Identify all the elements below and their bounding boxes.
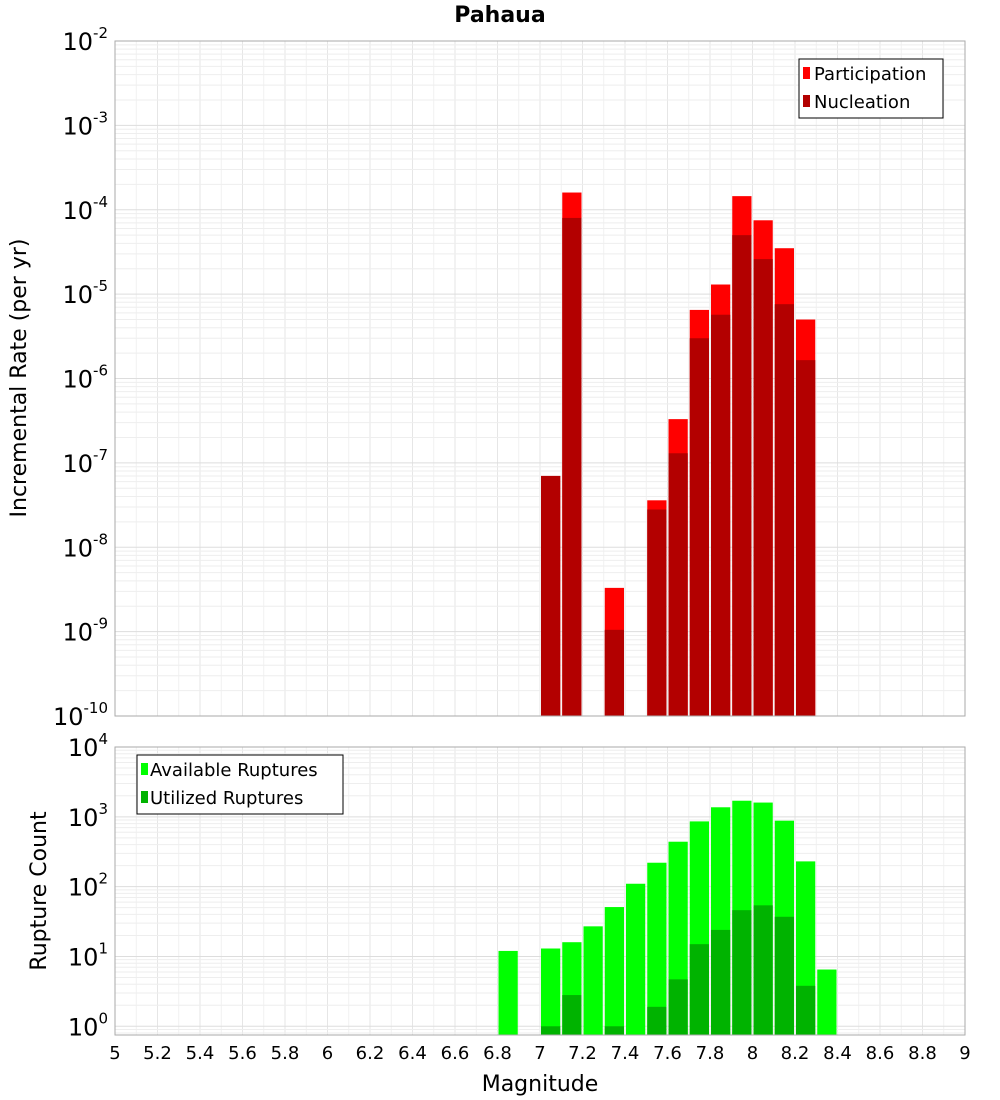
bottom-y-ticks: 100 101 102 103 104 (68, 730, 108, 1041)
x-ticks: 5 5.2 5.4 5.6 5.8 6 6.2 6.4 6.6 6.8 7 7.2 7.4 7.6 7.8 8… (109, 1043, 970, 1064)
bar (668, 453, 688, 716)
legend-label-nucleation: Nucleation (814, 92, 910, 113)
y-tick-label: 10-7 (62, 446, 108, 478)
x-axis-label: Magnitude (482, 1072, 599, 1097)
y-tick-label: 10-2 (62, 24, 108, 56)
x-tick-label: 6 (322, 1043, 333, 1064)
y-tick-label: 101 (68, 939, 108, 971)
y-tick-label: 10-4 (62, 193, 108, 225)
x-tick-label: 6.6 (441, 1043, 470, 1064)
bar (796, 360, 816, 716)
bar (817, 969, 837, 1035)
x-tick-label: 8.4 (823, 1043, 852, 1064)
bottom-legend-box (136, 754, 344, 815)
x-tick-label: 7.8 (696, 1043, 725, 1064)
legend-swatch-participation (803, 67, 810, 79)
y-tick-label: 103 (68, 800, 108, 832)
bottom-panel: 100 101 102 103 104 5 5.2 5.4 5.6 5.8 6 6.2 6.4 6.6 6… (27, 730, 971, 1097)
bar (604, 629, 624, 716)
legend-swatch-nucleation (803, 95, 810, 107)
x-tick-label: 7 (534, 1043, 545, 1064)
x-tick-label: 5 (109, 1043, 120, 1064)
y-tick-label: 10-9 (62, 615, 108, 647)
bar (647, 509, 667, 716)
y-tick-label: 10-3 (62, 108, 108, 140)
x-tick-label: 5.4 (186, 1043, 215, 1064)
x-tick-label: 8.6 (866, 1043, 895, 1064)
bar (668, 979, 688, 1035)
y-tick-label: 104 (68, 730, 108, 762)
bar (711, 314, 731, 716)
bar (604, 1026, 624, 1035)
bottom-legend: Available Ruptures Utilized Ruptures (136, 754, 344, 815)
bar (732, 235, 752, 716)
x-tick-label: 7.2 (568, 1043, 597, 1064)
bar (732, 910, 752, 1035)
chart-title: Pahaua (454, 3, 545, 28)
bar (753, 259, 773, 716)
x-tick-label: 7.6 (653, 1043, 682, 1064)
x-tick-label: 7.4 (611, 1043, 640, 1064)
y-tick-label: 10-6 (62, 362, 108, 394)
x-tick-label: 6.8 (483, 1043, 512, 1064)
x-tick-label: 9 (959, 1043, 970, 1064)
bar (541, 948, 561, 1035)
x-tick-label: 5.6 (228, 1043, 257, 1064)
bar (562, 995, 582, 1035)
bar (626, 883, 646, 1035)
bar (753, 905, 773, 1035)
bottom-grid (115, 746, 965, 1035)
legend-swatch-available (141, 763, 148, 775)
x-tick-label: 8 (747, 1043, 758, 1064)
y-tick-label: 10-10 (53, 699, 108, 731)
bar (689, 338, 709, 716)
bar (498, 950, 518, 1035)
x-tick-label: 6.4 (398, 1043, 427, 1064)
legend-swatch-utilized (141, 791, 148, 803)
bar (583, 926, 603, 1035)
y-tick-label: 10-5 (62, 277, 108, 309)
y-tick-label: 102 (68, 870, 108, 902)
y-tick-label: 100 (68, 1009, 108, 1041)
bar (562, 217, 582, 716)
top-panel: 10-10 10-9 10-8 10-7 10-6 10-5 10-4 10-3 10-2 In… (7, 24, 966, 731)
bar (647, 1006, 667, 1035)
x-tick-label: 8.2 (781, 1043, 810, 1064)
top-y-ticks: 10-10 10-9 10-8 10-7 10-6 10-5 10-4 10-3 10-2 (53, 24, 108, 731)
bottom-bars (498, 800, 837, 1035)
x-tick-label: 5.2 (143, 1043, 172, 1064)
y-tick-label: 10-8 (62, 530, 108, 562)
bottom-plot-frame (114, 746, 966, 1036)
bar (796, 985, 816, 1035)
x-tick-label: 5.8 (271, 1043, 300, 1064)
bar (541, 475, 561, 716)
x-tick-label: 6.2 (356, 1043, 385, 1064)
top-grid (115, 40, 965, 717)
bar (541, 1026, 561, 1035)
top-bars (541, 192, 816, 717)
bar (647, 862, 667, 1035)
legend-label-participation: Participation (814, 64, 926, 85)
bar (604, 907, 624, 1035)
top-y-axis-label: Incremental Rate (per yr) (7, 239, 32, 518)
bar (774, 916, 794, 1035)
x-tick-label: 8.8 (908, 1043, 937, 1064)
bottom-y-axis-label: Rupture Count (27, 811, 52, 971)
bar (711, 929, 731, 1035)
bar (689, 944, 709, 1035)
top-plot-frame (114, 40, 966, 717)
legend-label-utilized: Utilized Ruptures (150, 788, 303, 809)
top-legend-box (798, 58, 944, 119)
bar (774, 304, 794, 716)
legend-label-available: Available Ruptures (150, 760, 318, 781)
top-legend: Participation Nucleation (798, 58, 944, 119)
